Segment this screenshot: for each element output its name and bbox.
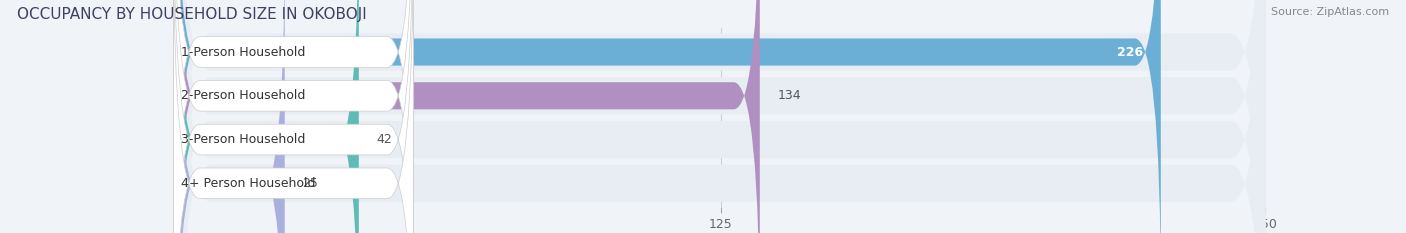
Text: 3-Person Household: 3-Person Household: [181, 133, 305, 146]
Text: 4+ Person Household: 4+ Person Household: [181, 177, 316, 190]
FancyBboxPatch shape: [176, 0, 759, 233]
Text: 134: 134: [778, 89, 801, 102]
Text: 226: 226: [1118, 45, 1143, 58]
FancyBboxPatch shape: [173, 0, 413, 233]
FancyBboxPatch shape: [176, 0, 1265, 233]
FancyBboxPatch shape: [176, 0, 1265, 233]
Text: 2-Person Household: 2-Person Household: [181, 89, 305, 102]
FancyBboxPatch shape: [176, 0, 1265, 233]
Text: Source: ZipAtlas.com: Source: ZipAtlas.com: [1271, 7, 1389, 17]
Text: OCCUPANCY BY HOUSEHOLD SIZE IN OKOBOJI: OCCUPANCY BY HOUSEHOLD SIZE IN OKOBOJI: [17, 7, 367, 22]
Text: 42: 42: [377, 133, 392, 146]
FancyBboxPatch shape: [173, 0, 413, 233]
FancyBboxPatch shape: [176, 0, 285, 233]
Text: 25: 25: [302, 177, 318, 190]
FancyBboxPatch shape: [173, 0, 413, 233]
FancyBboxPatch shape: [176, 0, 359, 233]
FancyBboxPatch shape: [176, 0, 1161, 233]
FancyBboxPatch shape: [173, 0, 413, 233]
FancyBboxPatch shape: [176, 0, 1265, 233]
Text: 1-Person Household: 1-Person Household: [181, 45, 305, 58]
